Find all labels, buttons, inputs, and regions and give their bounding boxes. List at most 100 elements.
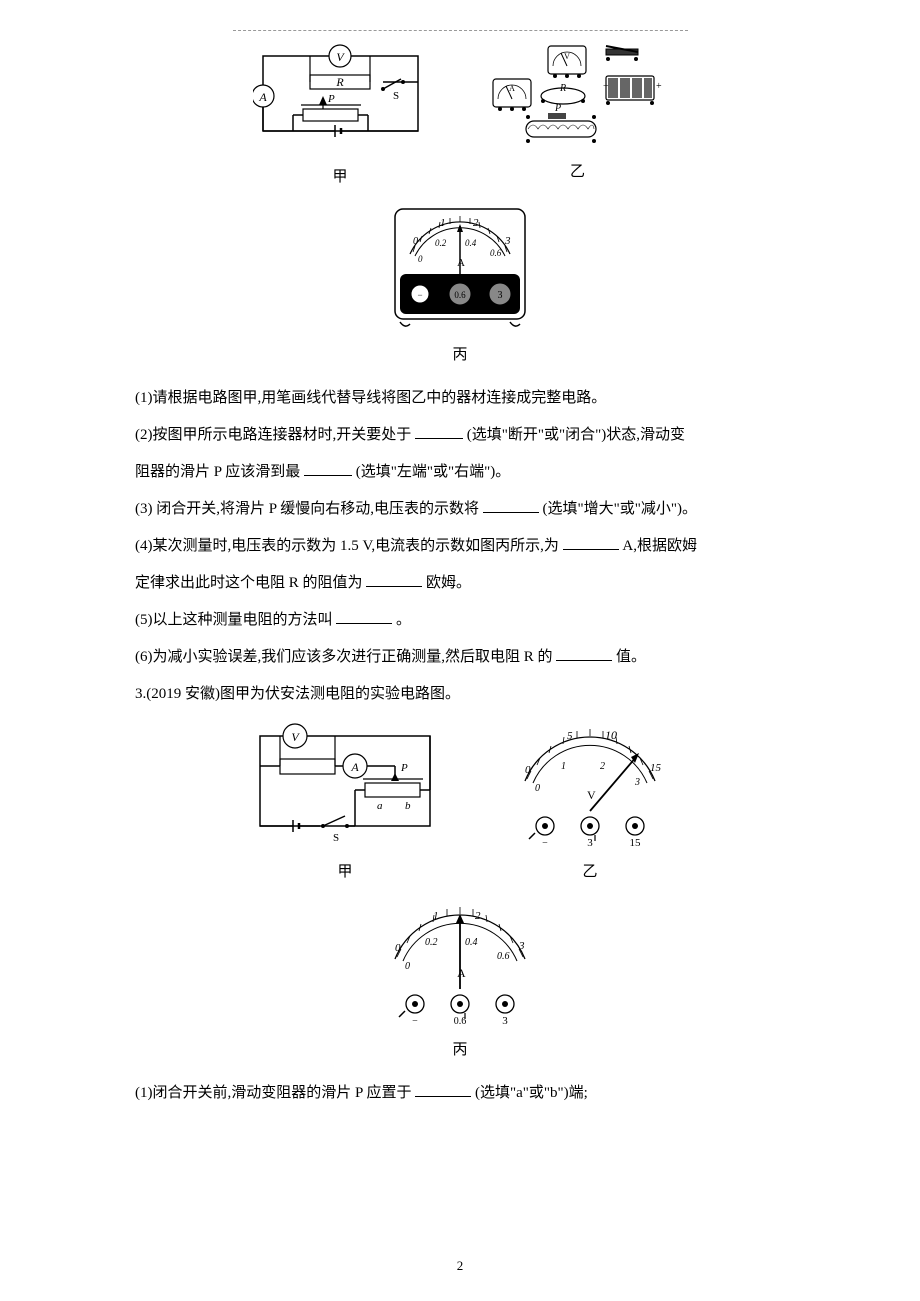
unit-a: A bbox=[457, 257, 465, 269]
q5a: (5)以上这种测量电阻的方法叫 bbox=[135, 612, 333, 628]
amajor-1: 1 bbox=[433, 910, 439, 922]
q4c: 定律求出此时这个电阻 R 的阻值为 bbox=[135, 575, 363, 591]
q2-line1: (2)按图甲所示电路连接器材时,开关要处于 (选填"断开"或"闭合")状态,滑动… bbox=[135, 419, 785, 452]
arange-left: 0.6 bbox=[454, 1016, 467, 1027]
q5: (5)以上这种测量电阻的方法叫 。 bbox=[135, 604, 785, 637]
circuit-jia2-svg: V A P a b bbox=[245, 721, 445, 851]
vmajor-5: 5 bbox=[567, 730, 573, 742]
q4a: (4)某次测量时,电压表的示数为 1.5 V,电流表的示数如图丙所示,为 bbox=[135, 538, 559, 554]
vrange-left: 3 bbox=[587, 837, 593, 849]
vminor-0: 0 bbox=[535, 783, 540, 794]
vminor-2: 2 bbox=[600, 761, 605, 772]
q4-blank1 bbox=[563, 535, 619, 550]
svg-text:−: − bbox=[412, 1016, 418, 1027]
top-fig-bing: 0 1 2 3 0 0.2 0.4 0.6 A − 0.6 3 丙 bbox=[385, 204, 535, 372]
svg-text:−: − bbox=[542, 838, 548, 849]
q6a: (6)为减小实验误差,我们应该多次进行正确测量,然后取电阻 R 的 bbox=[135, 649, 553, 665]
r-label-yi: R bbox=[558, 83, 565, 94]
q3-blank bbox=[483, 498, 539, 513]
vrange-right: 15 bbox=[630, 837, 642, 849]
b-terminal: b bbox=[405, 800, 411, 812]
amajor-2: 2 bbox=[475, 910, 481, 922]
vmajor-0: 0 bbox=[525, 764, 531, 776]
top-fig-jia-label: 甲 bbox=[332, 161, 347, 194]
bottom-fig-jia-label: 甲 bbox=[337, 856, 352, 889]
vminor-3: 3 bbox=[634, 777, 640, 788]
top-figure-row-1: V R S A P bbox=[135, 41, 785, 194]
arange-right: 3 bbox=[502, 1015, 508, 1027]
bottom-fig-yi-label: 乙 bbox=[582, 856, 597, 889]
bottom-fig-bing: 0 1 2 3 0 0.2 0.4 0.6 A − 0.6 3 丙 bbox=[375, 899, 545, 1067]
scale-minor-0: 0 bbox=[418, 254, 423, 264]
q2d: (选填"左端"或"右端")。 bbox=[356, 464, 510, 480]
scale-major-1: 1 bbox=[440, 217, 446, 229]
range-right: 3 bbox=[498, 290, 503, 301]
v-unit: V bbox=[587, 788, 596, 802]
svg-text:A: A bbox=[509, 84, 515, 93]
q1: (1)请根据电路图甲,用笔画线代替导线将图乙中的器材连接成完整电路。 bbox=[135, 382, 785, 415]
devices-yi-svg: A V R − bbox=[488, 41, 668, 151]
page-number: 2 bbox=[457, 1252, 464, 1281]
q4b: A,根据欧姆 bbox=[622, 538, 697, 554]
bottom-fig-yi: 0 5 10 15 0 1 2 3 V − 3 15 乙 bbox=[505, 721, 675, 889]
q3-1: (1)闭合开关前,滑动变阻器的滑片 P 应置于 (选填"a"或"b")端; bbox=[135, 1077, 785, 1110]
r-label: R bbox=[335, 75, 344, 89]
ammeter-bing2-svg: 0 1 2 3 0 0.2 0.4 0.6 A − 0.6 3 bbox=[375, 899, 545, 1029]
q3a: (3) 闭合开关,将滑片 P 缓慢向右移动,电压表的示数将 bbox=[135, 501, 479, 517]
q3-1-blank bbox=[415, 1082, 471, 1097]
top-dashed-line bbox=[233, 30, 688, 31]
scale-major-2: 2 bbox=[473, 217, 479, 229]
vminor-1: 1 bbox=[561, 761, 566, 772]
aminor-3: 0.6 bbox=[497, 951, 510, 962]
scale-minor-1: 0.2 bbox=[435, 238, 447, 248]
svg-text:+: + bbox=[656, 81, 662, 92]
svg-text:−: − bbox=[417, 290, 422, 300]
q3-1b: (选填"a"或"b")端; bbox=[475, 1085, 588, 1101]
p3-intro: 3.(2019 安徽)图甲为伏安法测电阻的实验电路图。 bbox=[135, 678, 785, 711]
scale-minor-3: 0.6 bbox=[490, 248, 502, 258]
q5-blank bbox=[336, 609, 392, 624]
q4d: 欧姆。 bbox=[426, 575, 471, 591]
p-label: P bbox=[327, 93, 335, 105]
amajor-0: 0 bbox=[395, 942, 401, 954]
vmajor-15: 15 bbox=[650, 762, 662, 774]
q6b: 值。 bbox=[616, 649, 646, 665]
top-fig-yi: A V R − bbox=[488, 41, 668, 194]
q2a: (2)按图甲所示电路连接器材时,开关要处于 bbox=[135, 427, 411, 443]
a-terminal: a bbox=[377, 800, 383, 812]
s-label: S bbox=[393, 90, 399, 102]
top-figure-row-2: 0 1 2 3 0 0.2 0.4 0.6 A − 0.6 3 丙 bbox=[135, 204, 785, 372]
q2-blank1 bbox=[415, 424, 463, 439]
q3-1a: (1)闭合开关前,滑动变阻器的滑片 P 应置于 bbox=[135, 1085, 412, 1101]
bottom-fig-jia: V A P a b bbox=[245, 721, 445, 889]
top-fig-bing-label: 丙 bbox=[452, 339, 467, 372]
q2-line2: 阻器的滑片 P 应该滑到最 (选填"左端"或"右端")。 bbox=[135, 456, 785, 489]
top-fig-yi-label: 乙 bbox=[570, 156, 585, 189]
q6: (6)为减小实验误差,我们应该多次进行正确测量,然后取电阻 R 的 值。 bbox=[135, 641, 785, 674]
scale-minor-2: 0.4 bbox=[465, 238, 477, 248]
q4-blank2 bbox=[366, 572, 422, 587]
aminor-2: 0.4 bbox=[465, 937, 478, 948]
aminor-0: 0 bbox=[405, 961, 410, 972]
bottom-figure-row-2: 0 1 2 3 0 0.2 0.4 0.6 A − 0.6 3 丙 bbox=[135, 899, 785, 1067]
q5b: 。 bbox=[396, 612, 411, 628]
bottom-figure-row-1: V A P a b bbox=[135, 721, 785, 889]
q6-blank bbox=[556, 646, 612, 661]
amajor-3: 3 bbox=[518, 940, 525, 952]
a-label: A bbox=[258, 90, 267, 104]
p-label-yi: P bbox=[553, 103, 560, 114]
vmajor-10: 10 bbox=[605, 728, 617, 742]
q2c: 阻器的滑片 P 应该滑到最 bbox=[135, 464, 300, 480]
scale-major-3: 3 bbox=[504, 235, 511, 247]
q2-blank2 bbox=[304, 461, 352, 476]
a-label2: A bbox=[350, 760, 359, 774]
scale-major-0: 0 bbox=[413, 236, 418, 247]
a-unit: A bbox=[457, 966, 466, 980]
circuit-jia-svg: V R S A P bbox=[253, 41, 428, 156]
range-left: 0.6 bbox=[454, 290, 466, 300]
q2b: (选填"断开"或"闭合")状态,滑动变 bbox=[467, 427, 685, 443]
s-label2: S bbox=[333, 832, 339, 844]
bottom-fig-bing-label: 丙 bbox=[452, 1034, 467, 1067]
p-label2: P bbox=[400, 762, 408, 774]
q3: (3) 闭合开关,将滑片 P 缓慢向右移动,电压表的示数将 (选填"增大"或"减… bbox=[135, 493, 785, 526]
